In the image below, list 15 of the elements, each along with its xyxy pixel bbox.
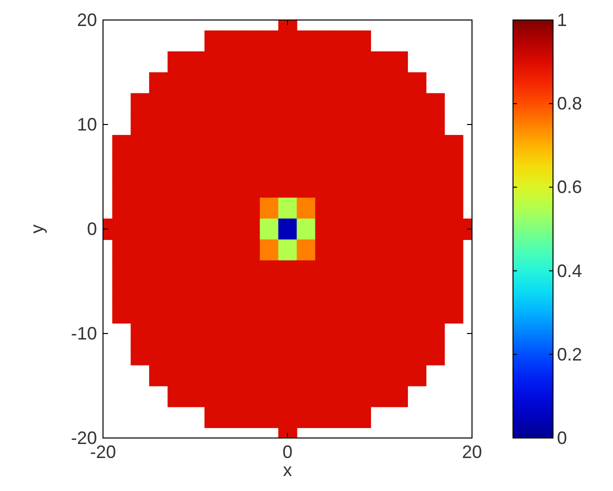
y-tick-label: 0	[86, 219, 97, 239]
color-bar-label: 0.8	[557, 94, 582, 114]
y-tick-label: -20	[70, 428, 97, 448]
x-tick-label: 20	[462, 442, 482, 462]
y-tick-label: 20	[76, 10, 97, 30]
x-tick-label: 0	[282, 442, 293, 462]
y-tick-label: -10	[70, 324, 97, 344]
color-bar-label: 0.4	[557, 260, 582, 281]
color-bar-label: 0	[557, 428, 568, 448]
y-axis-title: y	[27, 224, 47, 234]
y-tick-label: 10	[76, 114, 97, 134]
color-bar-label: 1	[557, 10, 568, 30]
color-bar-label: 0.6	[557, 177, 582, 198]
x-axis-title: x	[283, 460, 292, 480]
color-bar-label: 0.2	[557, 344, 582, 364]
